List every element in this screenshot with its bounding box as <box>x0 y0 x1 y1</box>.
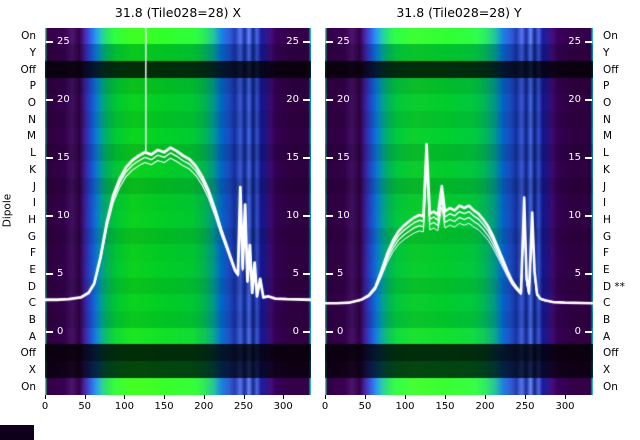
x-tick-mark <box>445 395 446 399</box>
x-tick-mark <box>124 395 126 399</box>
row-label: H <box>603 213 611 226</box>
heatmap-panel-y: 25 25 20 20 15 15 10 10 5 5 0 0 0 50 100 150 200 250 300 <box>322 28 593 412</box>
x-tick-label: 300 <box>555 401 575 412</box>
row-label: L <box>30 147 36 160</box>
heatmap-panel-x: 25 25 20 20 15 15 10 10 5 5 0 0 0 50 100 150 200 250 300 <box>42 28 311 412</box>
row-label: On <box>603 30 618 43</box>
row-label: I <box>603 197 607 210</box>
row-label: I <box>32 197 36 210</box>
row-label: K <box>603 163 610 176</box>
heatmap-canvas-x <box>45 28 311 395</box>
x-tick-mark <box>203 395 205 399</box>
row-label: B <box>28 314 36 327</box>
x-tick-label: 150 <box>154 401 174 412</box>
x-tick-label: 0 <box>321 401 329 412</box>
x-tick-mark <box>405 395 406 399</box>
row-label: Off <box>603 347 619 360</box>
x-tick-mark <box>485 395 486 399</box>
row-labels-right: On Y Off P O N M L K J I H G F E D ** C B A Off X On <box>601 28 640 395</box>
x-tick-label: 200 <box>194 401 214 412</box>
x-tick-label: 100 <box>395 401 415 412</box>
x-tick-mark <box>565 395 566 399</box>
row-labels-left: On Y Off P O N M L K J I H G F E D C B A Off X On <box>0 28 42 395</box>
x-tick-label: 50 <box>78 401 92 412</box>
row-label: J <box>603 180 607 193</box>
row-label: H <box>28 213 36 226</box>
corner-swatch <box>0 425 34 440</box>
row-label: N <box>28 113 36 126</box>
row-label: D <box>27 280 36 293</box>
row-label: On <box>603 380 618 393</box>
x-tick-label: 300 <box>273 401 293 412</box>
row-label: B <box>603 314 611 327</box>
row-label: L <box>603 147 609 160</box>
panel-title-y: 31.8 (Tile028=28) Y <box>396 5 522 20</box>
row-label: M <box>26 130 36 143</box>
x-tick-mark <box>45 395 46 399</box>
row-label: A <box>28 330 36 343</box>
x-tick-label: 0 <box>41 401 49 412</box>
row-label: O <box>27 97 36 110</box>
x-tick-mark <box>243 395 245 399</box>
row-label: F <box>603 247 610 260</box>
row-label: X <box>603 364 611 377</box>
x-tick-mark <box>84 395 86 399</box>
row-label: K <box>29 163 36 176</box>
row-label: On <box>21 30 36 43</box>
row-label: E <box>603 263 610 276</box>
x-tick-label: 250 <box>233 401 254 412</box>
row-label: Y <box>603 47 610 60</box>
row-label: X <box>28 364 36 377</box>
row-label: P <box>603 80 610 93</box>
panel-title-x: 31.8 (Tile028=28) X <box>114 5 242 20</box>
row-label: G <box>603 230 612 243</box>
row-label: E <box>29 263 36 276</box>
row-label: M <box>603 130 613 143</box>
x-tick-label: 100 <box>114 401 134 412</box>
row-label: Off <box>20 347 37 360</box>
row-label: O <box>603 97 612 110</box>
row-label: Y <box>29 47 36 60</box>
x-tick-label: 150 <box>435 401 455 412</box>
row-label: On <box>21 380 36 393</box>
row-label: P <box>29 80 36 93</box>
row-label: J <box>32 180 36 193</box>
row-label: N <box>603 113 611 126</box>
row-label: C <box>603 297 611 310</box>
x-tick-mark <box>325 395 326 399</box>
x-tick-label: 200 <box>475 401 495 412</box>
x-tick-mark <box>365 395 366 399</box>
x-tick-mark <box>283 395 285 399</box>
row-label: A <box>603 330 611 343</box>
row-label: D ** <box>603 280 625 293</box>
row-label: F <box>29 247 36 260</box>
row-label: G <box>27 230 36 243</box>
x-tick-label: 250 <box>515 401 535 412</box>
row-label: Off <box>603 63 619 76</box>
row-label: Off <box>20 63 37 76</box>
x-tick-mark <box>164 395 166 399</box>
x-tick-mark <box>525 395 526 399</box>
heatmap-canvas-y <box>325 28 593 395</box>
row-label: C <box>28 297 36 310</box>
x-tick-label: 50 <box>358 401 372 412</box>
